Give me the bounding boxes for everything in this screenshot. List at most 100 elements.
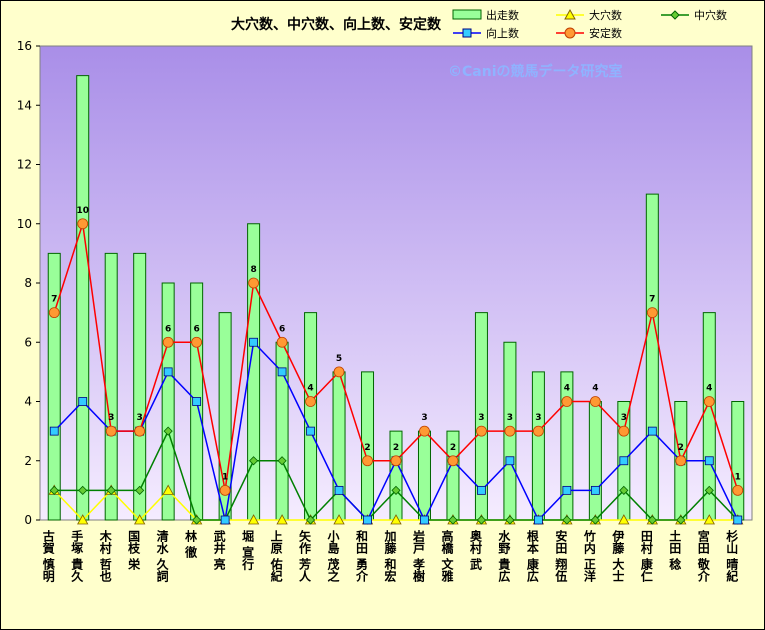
data-label-10: 5 <box>336 354 342 364</box>
watermark: ©Caniの競馬データ研究室 <box>448 63 623 80</box>
point-3-24 <box>732 484 744 496</box>
point-3-14 <box>447 455 459 467</box>
point-2-19 <box>590 485 600 495</box>
y-tick-label: 6 <box>24 335 32 349</box>
bar-2 <box>104 252 118 521</box>
y-tick-label: 4 <box>24 395 32 409</box>
point-3-13 <box>419 425 430 437</box>
x-tick-label-11: 和田 勇介 <box>355 529 369 583</box>
point-0-20 <box>618 514 630 525</box>
x-tick-label-20: 伊藤 大士 <box>611 529 625 583</box>
bar-13 <box>417 430 431 521</box>
data-label-11: 2 <box>364 443 370 453</box>
bar-18 <box>560 371 574 521</box>
point-2-15 <box>477 485 486 495</box>
point-0-23 <box>703 514 715 525</box>
bar-21 <box>645 193 659 521</box>
point-3-5 <box>191 336 203 348</box>
point-1-14 <box>448 515 458 525</box>
point-1-18 <box>562 515 572 525</box>
data-label-1: 10 <box>76 206 89 216</box>
point-3-18 <box>561 396 573 407</box>
data-label-9: 4 <box>307 384 313 394</box>
point-1-8 <box>277 456 287 466</box>
chart-title: 大穴数、中穴数、向上数、安定数 <box>231 16 442 33</box>
data-label-19: 4 <box>592 384 598 394</box>
bar-4 <box>161 282 175 521</box>
data-label-7: 8 <box>250 265 256 275</box>
data-label-5: 6 <box>194 324 200 334</box>
point-1-3 <box>135 485 145 495</box>
point-2-23 <box>704 456 714 466</box>
point-3-17 <box>533 425 544 437</box>
point-1-23 <box>704 485 714 495</box>
x-tick-label-8: 上原 佑紀 <box>269 529 283 583</box>
data-label-8: 6 <box>279 324 285 334</box>
y-tick-label: 2 <box>24 454 32 468</box>
point-2-24 <box>733 515 743 525</box>
x-tick-label-6: 武井 亮 <box>212 529 226 571</box>
point-1-16 <box>505 515 515 525</box>
bar-10 <box>332 371 346 521</box>
point-2-6 <box>220 515 230 525</box>
point-1-5 <box>192 515 202 525</box>
data-label-22: 2 <box>678 443 684 453</box>
point-2-11 <box>363 515 372 525</box>
data-label-15: 3 <box>478 413 484 423</box>
legend-label-0: 出走数 <box>486 8 519 22</box>
x-tick-label-9: 矢作 芳人 <box>298 529 312 583</box>
x-tick-label-13: 岩戸 孝樹 <box>411 529 425 583</box>
x-tick-label-21: 田村 康仁 <box>639 530 653 583</box>
bar-24 <box>731 401 745 521</box>
data-label-6: 1 <box>222 472 228 482</box>
legend-item-3: 向上数 <box>453 26 519 40</box>
point-1-21 <box>647 515 657 525</box>
x-tick-label-4: 清水 久詞 <box>155 529 169 583</box>
x-tick-label-17: 根本 康広 <box>525 529 539 583</box>
data-label-16: 3 <box>507 413 513 423</box>
point-0-10 <box>333 514 345 525</box>
point-2-16 <box>505 456 515 466</box>
point-2-18 <box>562 485 572 495</box>
x-tick-label-5: 林 徹 <box>184 529 198 559</box>
point-2-1 <box>78 397 88 406</box>
legend-label-3: 向上数 <box>486 26 519 40</box>
bar-19 <box>588 401 602 521</box>
data-label-21: 7 <box>649 295 655 305</box>
data-label-0: 7 <box>51 295 57 305</box>
data-label-24: 1 <box>735 472 741 482</box>
point-2-17 <box>534 515 543 525</box>
y-tick-label: 12 <box>17 158 32 172</box>
legend-item-4: 安定数 <box>556 26 622 40</box>
bar-9 <box>304 312 318 521</box>
point-3-15 <box>476 425 487 437</box>
x-tick-label-2: 木村 哲也 <box>98 529 112 583</box>
data-label-2: 3 <box>108 413 114 423</box>
point-1-12 <box>391 485 401 495</box>
point-1-7 <box>249 456 259 466</box>
point-1-9 <box>305 515 316 525</box>
point-1-19 <box>590 515 600 525</box>
data-label-18: 4 <box>564 384 570 394</box>
point-3-1 <box>77 218 89 230</box>
x-tick-label-1: 手塚 貴久 <box>70 529 84 583</box>
bar-17 <box>531 371 545 521</box>
point-1-15 <box>476 515 487 525</box>
y-tick-label: 10 <box>17 217 32 231</box>
point-2-10 <box>334 485 344 495</box>
legend-label-2: 中穴数 <box>694 8 727 22</box>
point-0-8 <box>276 514 288 525</box>
data-label-4: 6 <box>165 324 171 334</box>
point-3-4 <box>162 336 174 348</box>
point-0-7 <box>247 514 260 525</box>
x-tick-label-16: 水野 貴広 <box>497 529 511 583</box>
point-0-12 <box>390 514 402 525</box>
point-1-22 <box>676 515 686 525</box>
point-1-4 <box>163 426 173 436</box>
point-3-7 <box>248 277 260 289</box>
data-label-14: 2 <box>450 443 456 453</box>
x-tick-label-22: 土田 稔 <box>668 529 682 571</box>
point-0-3 <box>134 514 146 525</box>
